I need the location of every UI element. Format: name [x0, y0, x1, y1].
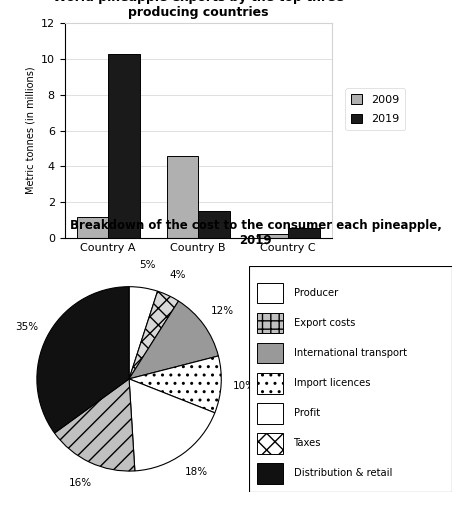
Wedge shape [129, 356, 221, 413]
Text: Taxes: Taxes [294, 438, 321, 449]
Text: Import licences: Import licences [294, 378, 370, 389]
Legend: 2009, 2019: 2009, 2019 [345, 88, 405, 130]
Title: World pineapple exports by the top three
producing countries: World pineapple exports by the top three… [53, 0, 344, 19]
Text: International transport: International transport [294, 348, 407, 358]
Bar [257, 283, 284, 304]
Text: 18%: 18% [185, 467, 208, 477]
Y-axis label: Metric tonnes (in millions): Metric tonnes (in millions) [25, 67, 35, 195]
Bar [257, 343, 284, 364]
Wedge shape [54, 379, 135, 471]
Text: 5%: 5% [139, 260, 155, 270]
Text: Producer: Producer [294, 288, 338, 298]
Wedge shape [129, 287, 158, 379]
Wedge shape [129, 301, 219, 379]
Bar [167, 156, 198, 238]
Wedge shape [129, 291, 178, 379]
Bar [257, 433, 284, 454]
Text: 12%: 12% [211, 306, 234, 316]
Text: 35%: 35% [15, 322, 38, 332]
Bar [77, 217, 108, 238]
Wedge shape [37, 287, 129, 433]
Text: 4%: 4% [170, 270, 186, 280]
Bar [198, 211, 230, 238]
Bar [288, 228, 320, 238]
Bar [257, 403, 284, 423]
Text: 10%: 10% [233, 381, 255, 391]
FancyBboxPatch shape [249, 266, 452, 492]
Bar [257, 463, 284, 484]
Title: Breakdown of the cost to the consumer each pineapple,
2019: Breakdown of the cost to the consumer ea… [70, 219, 442, 247]
Text: Profit: Profit [294, 409, 319, 418]
Bar [257, 234, 288, 238]
Text: Distribution & retail: Distribution & retail [294, 468, 392, 479]
Bar [257, 313, 284, 333]
Bar [108, 53, 140, 238]
Text: Export costs: Export costs [294, 318, 355, 328]
Text: 16%: 16% [68, 478, 92, 488]
Bar [257, 373, 284, 394]
Wedge shape [129, 379, 215, 471]
